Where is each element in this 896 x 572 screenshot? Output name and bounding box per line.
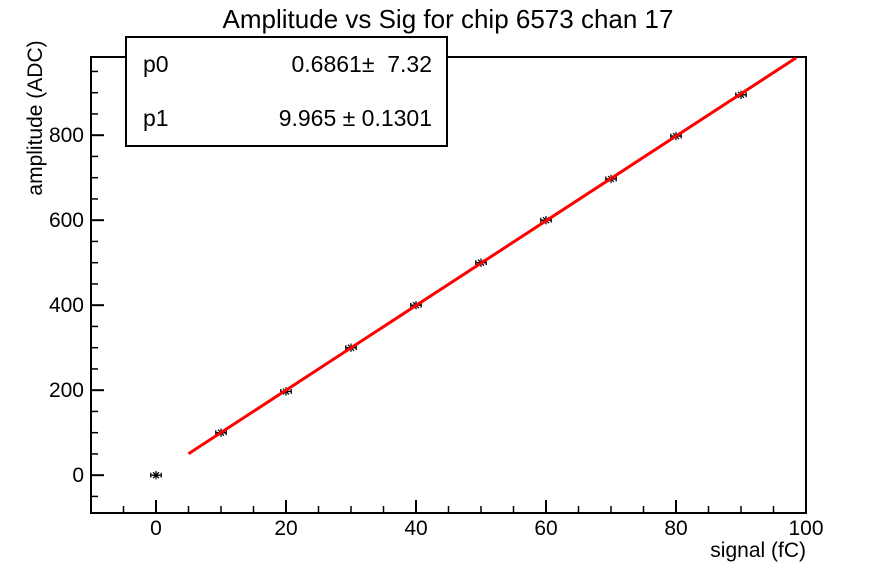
y-tick-label: 600 <box>49 209 84 232</box>
y-axis-title: amplitude (ADC) <box>24 40 47 196</box>
x-tick-label: 80 <box>664 517 687 540</box>
stats-row-p0: p0 0.6861± 7.32 <box>127 53 446 76</box>
y-tick-label: 200 <box>49 379 84 402</box>
x-tick-label: 100 <box>788 517 823 540</box>
stat-param-name: p1 <box>143 104 169 131</box>
x-tick-label: 40 <box>404 517 427 540</box>
x-axis-title: signal (fC) <box>710 539 806 562</box>
y-tick-label: 800 <box>49 124 84 147</box>
y-tick-label: 0 <box>72 464 84 487</box>
stats-row-p1: p1 9.965 ± 0.1301 <box>127 104 446 131</box>
x-tick-label: 60 <box>534 517 557 540</box>
fit-line <box>187 56 798 455</box>
x-tick-label: 0 <box>150 517 162 540</box>
stat-param-value: 0.6861± 7.32 <box>291 51 432 78</box>
stat-param-name: p0 <box>143 51 169 78</box>
x-tick-label: 20 <box>274 517 297 540</box>
stat-param-value: 9.965 ± 0.1301 <box>278 104 432 131</box>
chart-title: Amplitude vs Sig for chip 6573 chan 17 <box>222 4 674 34</box>
fit-stats-box: p0 0.6861± 7.32 p1 9.965 ± 0.1301 <box>125 36 448 147</box>
y-tick-label: 400 <box>49 294 84 317</box>
data-point-marker <box>152 471 160 479</box>
